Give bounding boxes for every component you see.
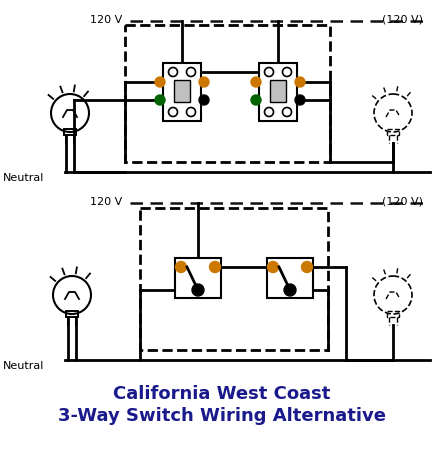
Circle shape: [267, 261, 279, 273]
Bar: [125, 25, 330, 162]
Bar: [174, 80, 190, 102]
Bar: [64, 129, 76, 135]
Circle shape: [199, 95, 209, 105]
Circle shape: [155, 95, 165, 105]
Bar: [66, 311, 78, 317]
Bar: [270, 80, 286, 102]
Circle shape: [175, 261, 186, 273]
Text: (120 V): (120 V): [382, 197, 423, 207]
Bar: [387, 129, 399, 135]
Circle shape: [251, 77, 261, 87]
Bar: [267, 258, 313, 298]
Circle shape: [295, 77, 305, 87]
Text: (120 V): (120 V): [382, 15, 423, 25]
Circle shape: [192, 284, 204, 296]
Bar: [140, 208, 328, 350]
Text: California West Coast: California West Coast: [113, 385, 331, 403]
Bar: [175, 258, 221, 298]
Bar: [163, 63, 201, 121]
Circle shape: [284, 284, 296, 296]
Circle shape: [199, 77, 209, 87]
Circle shape: [295, 95, 305, 105]
Text: Neutral: Neutral: [3, 173, 44, 183]
Text: Neutral: Neutral: [3, 361, 44, 371]
Circle shape: [251, 95, 261, 105]
Text: 120 V: 120 V: [90, 197, 122, 207]
Circle shape: [210, 261, 221, 273]
Circle shape: [155, 77, 165, 87]
Circle shape: [302, 261, 312, 273]
Bar: [387, 311, 399, 317]
Text: 120 V: 120 V: [90, 15, 122, 25]
Text: 3-Way Switch Wiring Alternative: 3-Way Switch Wiring Alternative: [58, 407, 386, 425]
Bar: [259, 63, 297, 121]
